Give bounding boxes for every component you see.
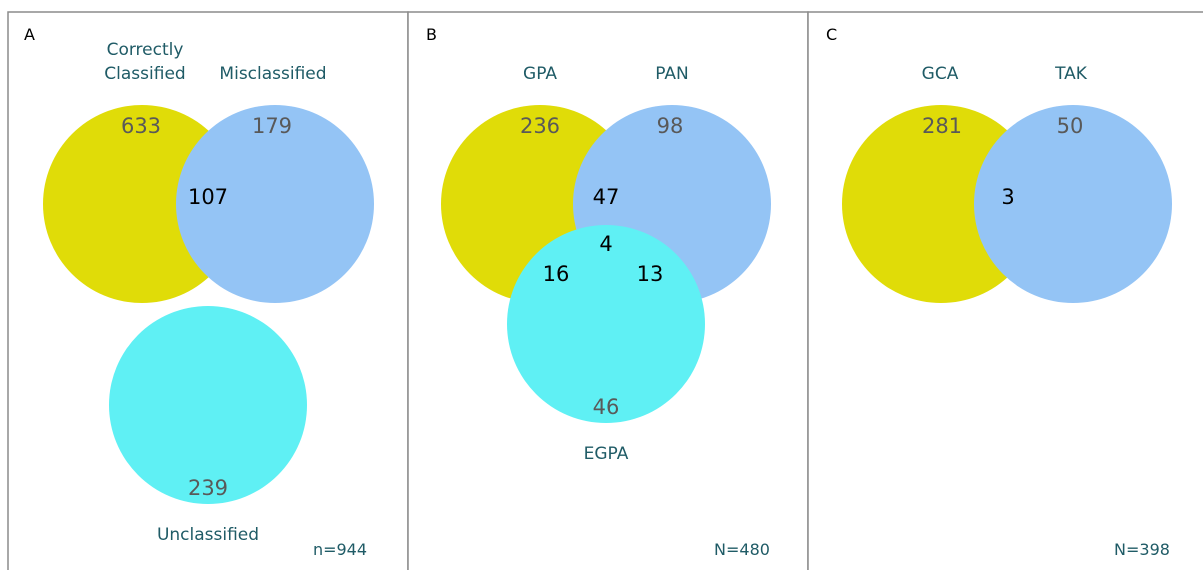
- label-pan: PAN: [655, 64, 689, 84]
- panel-a-letter: A: [24, 25, 35, 44]
- panel-c-letter: C: [826, 25, 837, 44]
- circle-unclassified: [109, 306, 307, 504]
- label-correctly: Correctly: [107, 40, 184, 60]
- count-gca-only: 281: [922, 114, 962, 138]
- circle-egpa: [507, 225, 705, 423]
- count-pan-egpa: 13: [637, 262, 664, 286]
- count-gpa-pan: 47: [593, 185, 620, 209]
- count-gpa-only: 236: [520, 114, 560, 138]
- count-gca-tak: 3: [1001, 185, 1014, 209]
- total-a: n=944: [313, 540, 367, 559]
- label-gpa: GPA: [523, 64, 557, 84]
- count-correctly-only: 633: [121, 114, 161, 138]
- count-unclassified: 239: [188, 476, 228, 500]
- panel-c: C GCA TAK 281 50 3 N=398: [807, 11, 1203, 570]
- panel-b-letter: B: [426, 25, 437, 44]
- panel-b: B GPA PAN EGPA 236 98 47 4 16 13 46 N=48…: [407, 11, 809, 570]
- panel-c-border: [807, 11, 1203, 570]
- count-tak-only: 50: [1057, 114, 1084, 138]
- label-gca: GCA: [922, 64, 959, 84]
- label-egpa: EGPA: [584, 444, 629, 464]
- count-egpa-only: 46: [593, 395, 620, 419]
- count-misclassified-only: 179: [252, 114, 292, 138]
- count-gpa-egpa: 16: [543, 262, 570, 286]
- panel-a: A Correctly Classified Misclassified Unc…: [7, 11, 409, 570]
- label-tak: TAK: [1054, 64, 1088, 84]
- count-overlap-a: 107: [188, 185, 228, 209]
- total-b: N=480: [714, 540, 770, 559]
- label-classified: Classified: [104, 64, 185, 84]
- label-misclassified: Misclassified: [219, 64, 326, 84]
- circle-misclassified: [176, 105, 374, 303]
- count-pan-only: 98: [657, 114, 684, 138]
- label-unclassified: Unclassified: [157, 525, 259, 545]
- total-c: N=398: [1114, 540, 1170, 559]
- count-all-three: 4: [599, 232, 612, 256]
- circle-tak: [974, 105, 1172, 303]
